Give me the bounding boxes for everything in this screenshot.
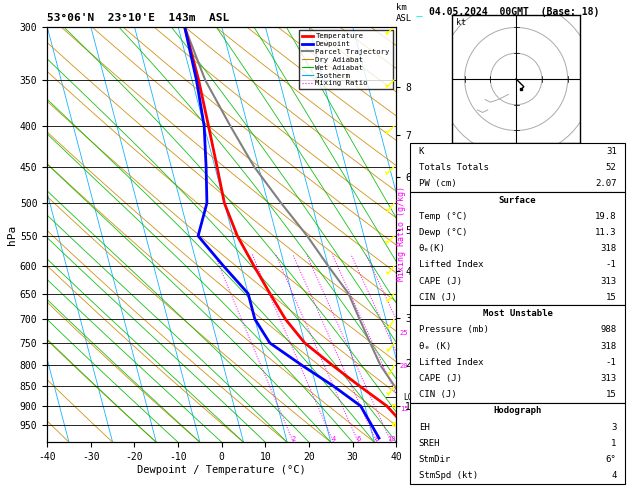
Text: Lifted Index: Lifted Index (419, 260, 483, 269)
Text: CAPE (J): CAPE (J) (419, 374, 462, 383)
Text: 20: 20 (400, 363, 408, 369)
Text: 313: 313 (601, 277, 616, 286)
Text: km
ASL: km ASL (396, 3, 413, 22)
Bar (410, 143, 625, 192)
Text: 31: 31 (606, 147, 616, 156)
Text: Temp (°C): Temp (°C) (419, 212, 467, 221)
Text: StmSpd (kt): StmSpd (kt) (419, 471, 478, 480)
Text: Dewp (°C): Dewp (°C) (419, 228, 467, 237)
Text: -1: -1 (606, 260, 616, 269)
Text: Pressure (mb): Pressure (mb) (419, 325, 489, 334)
Text: EH: EH (419, 423, 430, 432)
Bar (410, 192, 625, 306)
Text: Surface: Surface (499, 196, 537, 205)
Text: θₑ(K): θₑ(K) (419, 244, 445, 253)
Text: 2: 2 (291, 436, 296, 442)
Text: CAPE (J): CAPE (J) (419, 277, 462, 286)
Bar (410, 403, 625, 484)
Text: 53°06'N  23°10'E  143m  ASL: 53°06'N 23°10'E 143m ASL (47, 13, 230, 23)
Bar (410, 306, 625, 403)
Text: CIN (J): CIN (J) (419, 293, 456, 302)
Text: 3: 3 (611, 423, 616, 432)
Text: Lifted Index: Lifted Index (419, 358, 483, 367)
Text: PW (cm): PW (cm) (419, 179, 456, 189)
Text: CIN (J): CIN (J) (419, 390, 456, 399)
Text: 318: 318 (601, 342, 616, 350)
Text: 2.07: 2.07 (595, 179, 616, 189)
Text: 4: 4 (611, 471, 616, 480)
Text: -1: -1 (606, 358, 616, 367)
Text: LCL: LCL (403, 393, 417, 402)
Text: K: K (419, 147, 424, 156)
Text: 52: 52 (606, 163, 616, 172)
Legend: Temperature, Dewpoint, Parcel Trajectory, Dry Adiabat, Wet Adiabat, Isotherm, Mi: Temperature, Dewpoint, Parcel Trajectory… (299, 30, 392, 89)
Text: 313: 313 (601, 374, 616, 383)
Text: 988: 988 (601, 325, 616, 334)
Text: 15: 15 (400, 406, 409, 412)
Text: StmDir: StmDir (419, 455, 451, 464)
Text: 6: 6 (356, 436, 360, 442)
Text: 15: 15 (606, 390, 616, 399)
Text: 8: 8 (374, 436, 379, 442)
Text: 25: 25 (399, 330, 408, 336)
X-axis label: Dewpoint / Temperature (°C): Dewpoint / Temperature (°C) (137, 465, 306, 475)
Y-axis label: hPa: hPa (7, 225, 17, 244)
Text: Mixing Ratio (g/kg): Mixing Ratio (g/kg) (397, 186, 406, 281)
Text: Totals Totals: Totals Totals (419, 163, 489, 172)
Text: 19.8: 19.8 (595, 212, 616, 221)
Text: kt: kt (455, 18, 465, 27)
Text: 1: 1 (611, 439, 616, 448)
Text: 4: 4 (331, 436, 336, 442)
Text: —: — (415, 13, 422, 19)
Text: SREH: SREH (419, 439, 440, 448)
Text: Most Unstable: Most Unstable (482, 309, 553, 318)
Text: Hodograph: Hodograph (494, 406, 542, 416)
Text: 04.05.2024  00GMT  (Base: 18): 04.05.2024 00GMT (Base: 18) (430, 7, 599, 17)
Text: θₑ (K): θₑ (K) (419, 342, 451, 350)
Text: 15: 15 (606, 293, 616, 302)
Text: 11.3: 11.3 (595, 228, 616, 237)
Text: 10: 10 (387, 436, 396, 442)
Text: 6°: 6° (606, 455, 616, 464)
Text: 318: 318 (601, 244, 616, 253)
